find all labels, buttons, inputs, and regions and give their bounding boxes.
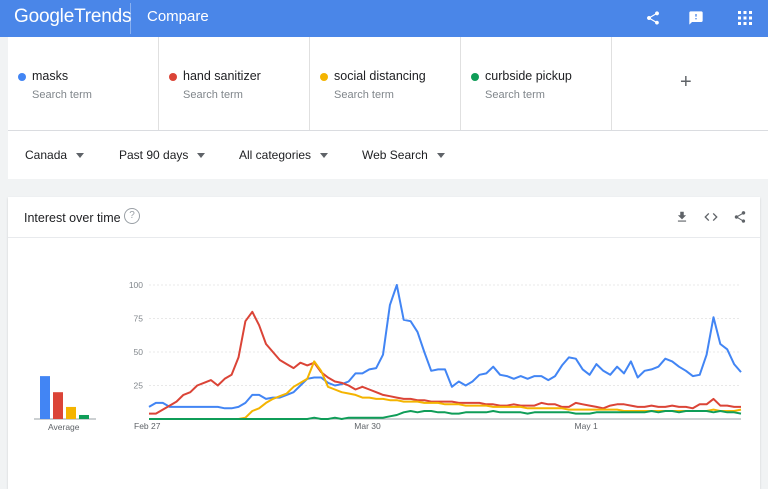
term-masks[interactable]: masks Search term <box>8 37 159 130</box>
series-line-curbside-pickup <box>149 410 742 420</box>
property-dropdown[interactable]: Web Search <box>362 148 445 162</box>
logo-google: Google <box>14 6 75 27</box>
period-dropdown[interactable]: Past 90 days <box>119 148 206 162</box>
help-icon[interactable]: ? <box>124 208 140 224</box>
average-bar-masks <box>40 376 50 419</box>
search-terms-row: masks Search term hand sanitizer Search … <box>8 37 768 131</box>
embed-icon[interactable] <box>701 207 721 227</box>
interest-over-time-card: Interest over time ? 25 50 75 100 Feb 27 Mar … <box>8 197 760 489</box>
filters-row: Canada Past 90 days All categories Web S… <box>8 131 768 179</box>
header-divider <box>130 3 131 34</box>
term-hand-sanitizer[interactable]: hand sanitizer Search term <box>159 37 310 130</box>
term-name: masks <box>32 69 69 83</box>
category-dropdown[interactable]: All categories <box>239 148 329 162</box>
x-tick-label: Feb 27 <box>134 421 161 431</box>
region-dropdown[interactable]: Canada <box>25 148 85 162</box>
period-value: Past 90 days <box>119 148 189 162</box>
series-line-hand-sanitizer <box>149 310 741 415</box>
apps-grid-icon[interactable] <box>732 5 758 31</box>
share-icon[interactable] <box>640 5 666 31</box>
y-tick-label: 100 <box>129 280 143 290</box>
term-type: Search term <box>32 89 92 101</box>
x-tick-label: May 1 <box>575 421 598 431</box>
region-value: Canada <box>25 148 68 162</box>
term-color-dot <box>18 73 26 81</box>
y-tick-label: 25 <box>134 381 144 391</box>
y-tick-label: 50 <box>134 347 144 357</box>
series-line-social-distancing <box>149 360 742 420</box>
average-label: Average <box>48 422 80 432</box>
download-icon[interactable] <box>672 207 692 227</box>
term-name: curbside pickup <box>485 69 572 83</box>
term-color-dot <box>320 73 328 81</box>
google-trends-logo[interactable]: GoogleTrends <box>14 6 132 28</box>
card-title: Interest over time <box>24 211 121 225</box>
term-social-distancing[interactable]: social distancing Search term <box>310 37 461 130</box>
term-type: Search term <box>485 89 545 101</box>
average-bar-hand-sanitizer <box>53 392 63 419</box>
share-icon[interactable] <box>730 207 750 227</box>
term-type: Search term <box>183 89 243 101</box>
logo-trends: Trends <box>74 6 132 27</box>
feedback-icon[interactable] <box>683 5 709 31</box>
page-title: Compare <box>147 8 209 25</box>
term-color-dot <box>169 73 177 81</box>
category-value: All categories <box>239 148 312 162</box>
term-name: hand sanitizer <box>183 69 261 83</box>
term-color-dot <box>471 73 479 81</box>
plus-icon: + <box>680 71 692 93</box>
x-tick-label: Mar 30 <box>354 421 381 431</box>
caret-down-icon <box>197 152 206 158</box>
series-line-masks <box>148 284 742 410</box>
add-term-button[interactable]: + <box>612 37 764 130</box>
y-tick-label: 75 <box>134 314 144 324</box>
average-bar-curbside-pickup <box>79 414 89 419</box>
term-name: social distancing <box>334 69 426 83</box>
average-bar-social-distancing <box>66 406 76 419</box>
caret-down-icon <box>436 152 445 158</box>
property-value: Web Search <box>362 148 428 162</box>
top-bar: GoogleTrends Compare <box>0 0 768 37</box>
term-type: Search term <box>334 89 394 101</box>
caret-down-icon <box>320 152 329 158</box>
term-curbside-pickup[interactable]: curbside pickup Search term <box>461 37 612 130</box>
card-divider <box>8 237 760 238</box>
interest-chart: 25 50 75 100 Feb 27 Mar 30 May 1 <box>34 280 742 431</box>
caret-down-icon <box>76 152 85 158</box>
